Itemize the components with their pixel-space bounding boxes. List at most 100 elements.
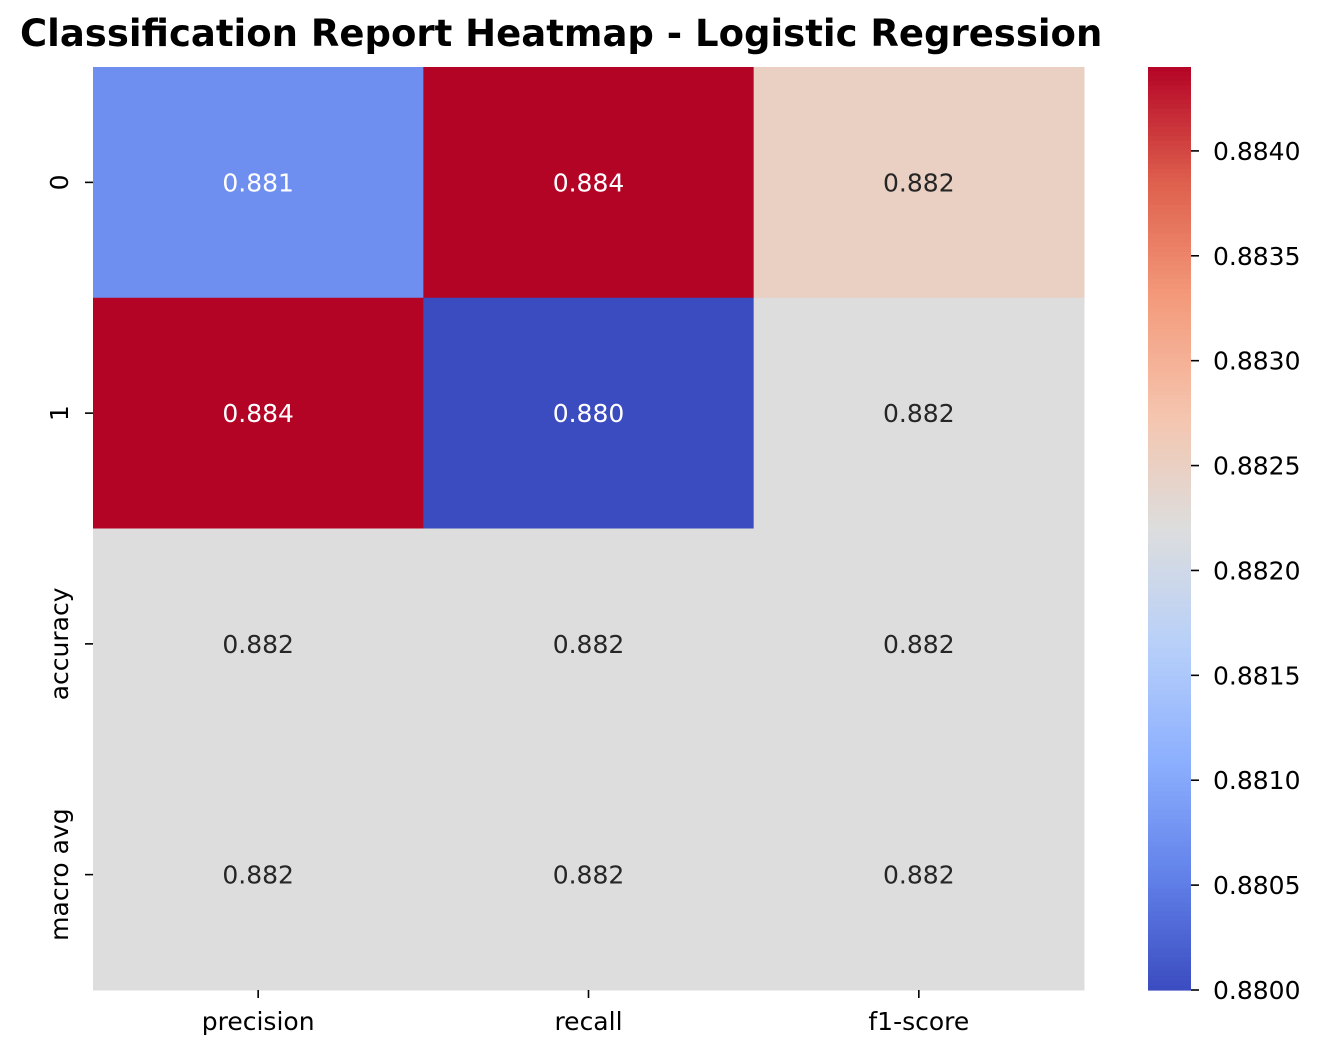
heatmap-cell-1-precision bbox=[93, 297, 424, 529]
colorbar-segment bbox=[1148, 168, 1191, 174]
colorbar-segment bbox=[1148, 814, 1191, 820]
colorbar-segment bbox=[1148, 403, 1191, 410]
colorbar-segment bbox=[1148, 593, 1191, 599]
heatmap-cell-1-recall bbox=[423, 297, 755, 529]
colorbar-segment bbox=[1148, 634, 1191, 640]
colorbar-segment bbox=[1148, 574, 1191, 580]
colorbar-segment bbox=[1148, 653, 1191, 659]
colorbar-segment bbox=[1148, 966, 1191, 973]
colorbar-segment bbox=[1148, 103, 1191, 110]
colorbar-segment bbox=[1148, 759, 1191, 765]
colorbar-segment bbox=[1148, 260, 1191, 267]
colorbar-segment bbox=[1148, 233, 1191, 239]
colorbar-segment bbox=[1148, 565, 1191, 571]
colorbar-segment bbox=[1148, 782, 1191, 788]
colorbar-segment bbox=[1148, 731, 1191, 737]
colorbar-segment bbox=[1148, 916, 1191, 922]
colorbar-segment bbox=[1148, 385, 1191, 391]
colorbar-segment bbox=[1148, 911, 1191, 917]
colorbar-segment bbox=[1148, 399, 1191, 405]
colorbar-segment bbox=[1148, 865, 1191, 871]
colorbar-segment bbox=[1148, 745, 1191, 751]
colorbar-segment bbox=[1148, 750, 1191, 756]
colorbar-segment bbox=[1148, 703, 1191, 710]
colorbar-segment bbox=[1148, 754, 1191, 760]
colorbar-segment bbox=[1148, 906, 1191, 913]
colorbar-segment bbox=[1148, 874, 1191, 880]
x-tick-label: recall bbox=[554, 1007, 622, 1036]
heatmap-annotations: 0.881 0.884 0.882 0.884 0.880 0.882 0.882 0.882… bbox=[222, 168, 954, 889]
colorbar-segment bbox=[1148, 786, 1191, 793]
colorbar-segment bbox=[1148, 371, 1191, 377]
heatmap-cell-macro-avg-precision bbox=[93, 759, 424, 991]
colorbar-segment bbox=[1148, 293, 1191, 299]
colorbar-segment bbox=[1148, 902, 1191, 908]
colorbar-segment bbox=[1148, 570, 1191, 576]
colorbar-segment bbox=[1148, 154, 1191, 160]
colorbar-segment bbox=[1148, 533, 1191, 539]
colorbar-segment bbox=[1148, 182, 1191, 188]
colorbar-segment bbox=[1148, 417, 1191, 423]
colorbar-segment bbox=[1148, 579, 1191, 585]
heatmap-cell-accuracy-f1-score bbox=[753, 528, 1085, 760]
colorbar-segment bbox=[1148, 150, 1191, 156]
colorbar-tick-label: 0.8810 bbox=[1213, 766, 1300, 795]
colorbar-segment bbox=[1148, 694, 1191, 700]
colorbar-tick-label: 0.8825 bbox=[1213, 452, 1300, 481]
colorbar-segment bbox=[1148, 800, 1191, 806]
colorbar-segment bbox=[1148, 440, 1191, 447]
colorbar-tick-label: 0.8815 bbox=[1213, 661, 1300, 690]
colorbar-segment bbox=[1148, 828, 1191, 834]
colorbar-segment bbox=[1148, 953, 1191, 959]
colorbar-segment bbox=[1148, 288, 1191, 294]
cell-value-label: 0.882 bbox=[222, 861, 294, 890]
y-tick-label: 0 bbox=[45, 174, 74, 190]
cell-value-label: 0.882 bbox=[883, 399, 955, 428]
colorbar-segment bbox=[1148, 676, 1191, 682]
colorbar-segment bbox=[1148, 851, 1191, 857]
cell-value-label: 0.884 bbox=[553, 168, 625, 197]
colorbar-segment bbox=[1148, 897, 1191, 903]
colorbar-segment bbox=[1148, 283, 1191, 290]
colorbar-segment bbox=[1148, 454, 1191, 460]
colorbar-segment bbox=[1148, 113, 1191, 119]
heatmap-cell-macro-avg-f1-score bbox=[753, 759, 1085, 991]
colorbar-segment bbox=[1148, 542, 1191, 548]
colorbar-segment bbox=[1148, 431, 1191, 437]
colorbar-segment bbox=[1148, 602, 1191, 608]
colorbar-segment bbox=[1148, 362, 1191, 368]
colorbar-segment bbox=[1148, 846, 1191, 853]
cell-value-label: 0.882 bbox=[883, 861, 955, 890]
colorbar-segment bbox=[1148, 94, 1191, 100]
colorbar-segment bbox=[1148, 685, 1191, 691]
colorbar-segment bbox=[1148, 274, 1191, 280]
colorbar-segment bbox=[1148, 856, 1191, 862]
heatmap-cell-0-f1-score bbox=[753, 67, 1085, 299]
colorbar-segment bbox=[1148, 163, 1191, 170]
colorbar-segment bbox=[1148, 883, 1191, 890]
colorbar-segment bbox=[1148, 726, 1191, 733]
colorbar-segment bbox=[1148, 413, 1191, 419]
chart-title: Classification Report Heatmap - Logistic… bbox=[20, 12, 1103, 55]
colorbar-segment bbox=[1148, 348, 1191, 354]
colorbar-segment bbox=[1148, 546, 1191, 553]
colorbar-segment bbox=[1148, 159, 1191, 165]
colorbar-segment bbox=[1148, 523, 1191, 530]
colorbar-segment bbox=[1148, 353, 1191, 359]
colorbar-segment bbox=[1148, 699, 1191, 705]
colorbar-segment bbox=[1148, 736, 1191, 742]
heatmap-cell-accuracy-recall bbox=[423, 528, 755, 760]
colorbar-segment bbox=[1148, 971, 1191, 977]
colorbar-segment bbox=[1148, 339, 1191, 345]
colorbar-segment bbox=[1148, 297, 1191, 303]
colorbar-segment bbox=[1148, 210, 1191, 216]
colorbar-segment bbox=[1148, 242, 1191, 248]
colorbar-segment bbox=[1148, 625, 1191, 631]
colorbar-segment bbox=[1148, 366, 1191, 373]
colorbar-segment bbox=[1148, 237, 1191, 243]
x-tick-label: precision bbox=[202, 1007, 315, 1036]
colorbar-tick-label: 0.8805 bbox=[1213, 871, 1300, 900]
colorbar-segment bbox=[1148, 713, 1191, 719]
heatmap-cell-macro-avg-recall bbox=[423, 759, 755, 991]
colorbar-segment bbox=[1148, 939, 1191, 945]
